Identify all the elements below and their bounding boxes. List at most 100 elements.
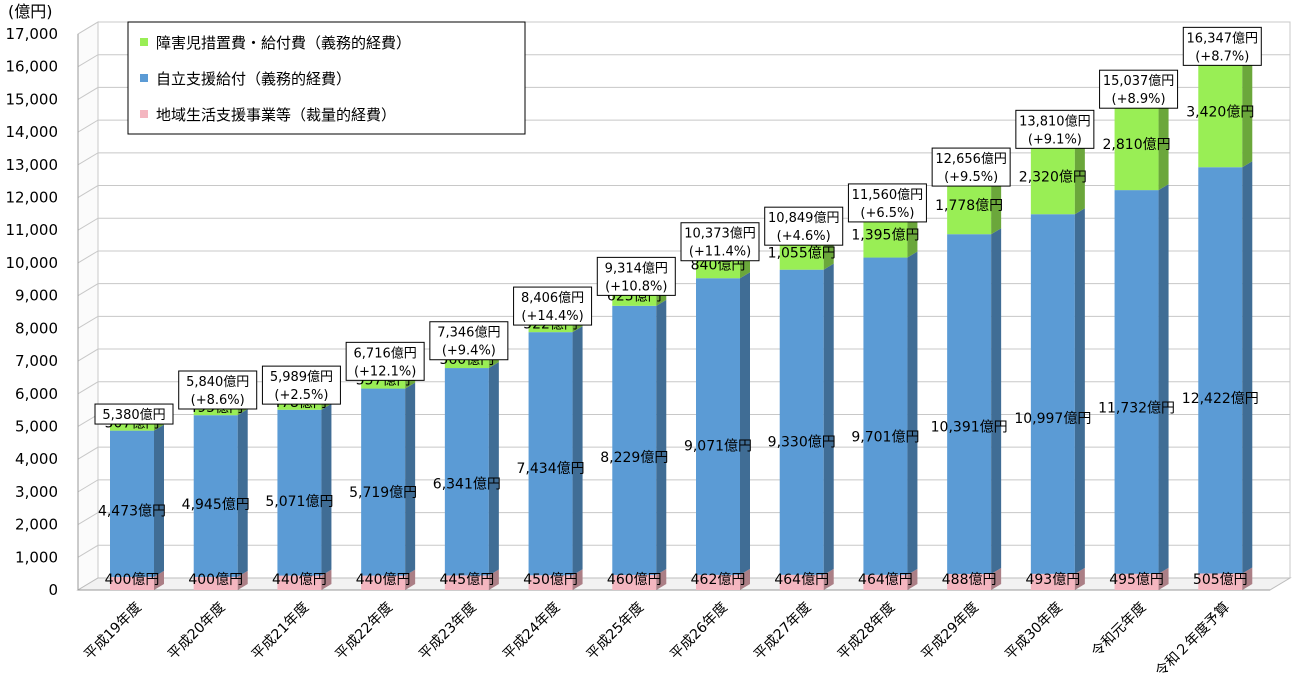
self-support-label: 12,422億円 — [1182, 391, 1259, 407]
y-tick-label: 13,000 — [6, 156, 59, 174]
self-support-label: 4,473億円 — [98, 503, 166, 519]
x-category-label: 平成29年度 — [918, 600, 982, 664]
bar-side — [991, 228, 1002, 575]
child-support-label: 1,778億円 — [935, 198, 1003, 214]
self-support-label: 6,341億円 — [433, 476, 501, 492]
y-tick-label: 5,000 — [15, 417, 58, 435]
total-box — [680, 222, 760, 262]
bar-segment — [1198, 573, 1243, 590]
x-category-label: 平成23年度 — [416, 600, 480, 664]
bar-segment — [779, 574, 824, 590]
growth-label: (+6.5%) — [860, 206, 914, 221]
gridline — [77, 54, 1290, 68]
total-box — [513, 286, 593, 326]
bar-side — [656, 299, 667, 575]
legend-label: 障害児措置費・給付費（義務的経費） — [156, 34, 411, 52]
y-tick-label: 1,000 — [15, 548, 58, 566]
y-tick-label: 0 — [48, 581, 58, 599]
bar-side — [572, 569, 583, 590]
self-support-label: 9,701億円 — [851, 430, 919, 446]
local-support-label: 400億円 — [105, 572, 160, 588]
bar-side — [1242, 567, 1253, 590]
total-box — [178, 370, 258, 410]
bar-side — [823, 568, 834, 590]
bar-segment — [1114, 98, 1159, 191]
bar-side — [907, 251, 918, 575]
total-label: 15,037億円 — [1103, 73, 1175, 89]
total-box — [931, 147, 1011, 187]
bar-segment — [947, 574, 992, 590]
local-support-label: 450億円 — [523, 572, 578, 588]
bar-side — [237, 570, 248, 590]
total-label: 10,373億円 — [684, 226, 756, 242]
self-support-label: 10,391億円 — [931, 419, 1008, 435]
y-tick-label: 15,000 — [6, 90, 59, 108]
child-support-label: 3,420億円 — [1186, 104, 1254, 120]
bar-segment — [193, 415, 238, 577]
bar-segment — [444, 368, 489, 576]
bar-side — [1242, 161, 1253, 574]
self-support-label: 5,071億円 — [265, 494, 333, 510]
total-label: 7,346億円 — [437, 325, 500, 341]
total-box — [1015, 109, 1095, 149]
gridline — [77, 119, 1290, 133]
y-tick-label: 14,000 — [6, 123, 59, 141]
growth-label: (+9.1%) — [1028, 132, 1082, 147]
legend-label: 地域生活支援事業等（裁量的経費） — [156, 106, 396, 124]
y-tick-label: 12,000 — [6, 189, 59, 207]
bar-side — [1158, 567, 1169, 590]
bar-segment — [444, 575, 489, 590]
bar-side — [740, 272, 750, 575]
bar-segment — [696, 574, 740, 590]
growth-label: (+11.4%) — [689, 245, 751, 260]
legend-swatch — [140, 110, 148, 118]
bar-segment — [779, 269, 824, 575]
child-support-label: 2,810億円 — [1103, 137, 1171, 153]
bar-side — [1074, 208, 1085, 574]
y-tick-label: 8,000 — [15, 319, 58, 337]
total-box — [345, 341, 425, 381]
y-tick-label: 6,000 — [15, 385, 58, 403]
bar-segment — [1114, 190, 1159, 574]
total-box — [1099, 69, 1179, 109]
bar-side — [907, 568, 918, 590]
local-support-label: 460億円 — [607, 572, 662, 588]
growth-label: (+9.4%) — [442, 344, 496, 359]
y-unit-label: (億円) — [8, 2, 53, 21]
total-box — [261, 365, 341, 405]
local-support-label: 400億円 — [188, 572, 243, 588]
bar-side — [823, 263, 834, 575]
growth-label: (+8.7%) — [1195, 49, 1249, 64]
total-box — [847, 183, 927, 223]
local-support-label: 440億円 — [356, 572, 411, 588]
bar-segment — [528, 575, 573, 590]
total-label: 13,810億円 — [1019, 113, 1091, 129]
self-support-label: 9,330億円 — [768, 435, 836, 451]
x-category-label: 平成30年度 — [1002, 600, 1066, 664]
local-support-label: 505億円 — [1193, 572, 1248, 588]
y-tick-label: 16,000 — [6, 58, 59, 76]
local-support-label: 488億円 — [942, 572, 997, 588]
bar-side — [572, 326, 583, 576]
bar-side — [656, 568, 667, 590]
y-tick-label: 11,000 — [6, 221, 59, 239]
total-box — [596, 256, 676, 296]
x-category-label: 平成22年度 — [332, 600, 396, 664]
growth-label: (+8.9%) — [1112, 92, 1166, 107]
local-support-label: 445億円 — [439, 572, 494, 588]
y-tick-label: 7,000 — [15, 352, 58, 370]
x-category-label: 令和元年度 — [1089, 600, 1150, 661]
x-category-label: 平成21年度 — [249, 600, 313, 664]
total-label: 9,314億円 — [605, 260, 668, 276]
total-box — [1182, 26, 1262, 66]
total-box — [429, 321, 509, 361]
local-support-label: 495億円 — [1109, 572, 1164, 588]
legend-box — [127, 21, 526, 135]
x-category-label: 平成26年度 — [667, 600, 731, 664]
bar-side — [405, 569, 416, 590]
gridline — [77, 152, 1290, 166]
total-box — [94, 403, 174, 425]
bar-side — [405, 382, 416, 576]
bar-segment — [110, 576, 154, 590]
